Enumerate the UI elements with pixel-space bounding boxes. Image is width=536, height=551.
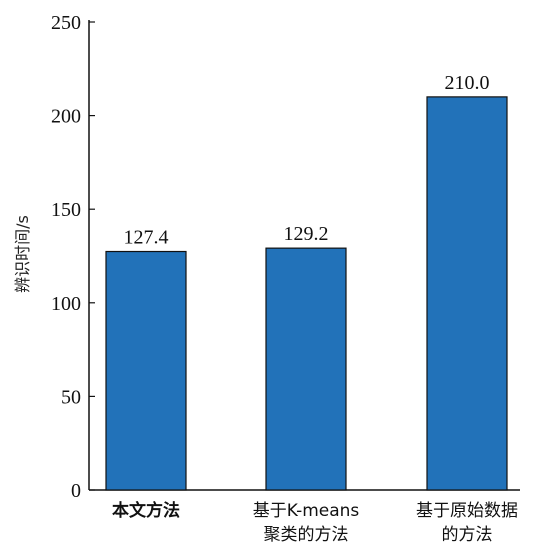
chart-bars bbox=[105, 96, 508, 491]
y-axis-label: 辨识时间/s bbox=[13, 215, 32, 293]
x-category-label: 的方法 bbox=[442, 525, 493, 545]
y-tick-label: 100 bbox=[51, 293, 81, 315]
bar bbox=[426, 96, 508, 491]
y-tick-label: 200 bbox=[51, 106, 81, 128]
bar-value-label: 210.0 bbox=[445, 72, 490, 94]
x-category-label: 本文方法 bbox=[112, 500, 180, 521]
bar-value-label: 127.4 bbox=[124, 227, 169, 249]
bar-value-label: 129.2 bbox=[284, 223, 329, 245]
x-category-label: 基于原始数据 bbox=[416, 501, 518, 521]
bar bbox=[265, 247, 347, 491]
y-tick-label: 150 bbox=[51, 199, 81, 221]
chart-value-labels: 127.4 129.2 210.0 bbox=[124, 72, 490, 249]
y-tick-label: 0 bbox=[71, 480, 81, 502]
y-tick-label: 50 bbox=[61, 386, 81, 408]
bar bbox=[105, 250, 187, 491]
x-category-label: 聚类的方法 bbox=[264, 525, 349, 545]
x-category-label: 基于K-means bbox=[253, 501, 360, 521]
y-tick-label: 250 bbox=[51, 12, 81, 34]
